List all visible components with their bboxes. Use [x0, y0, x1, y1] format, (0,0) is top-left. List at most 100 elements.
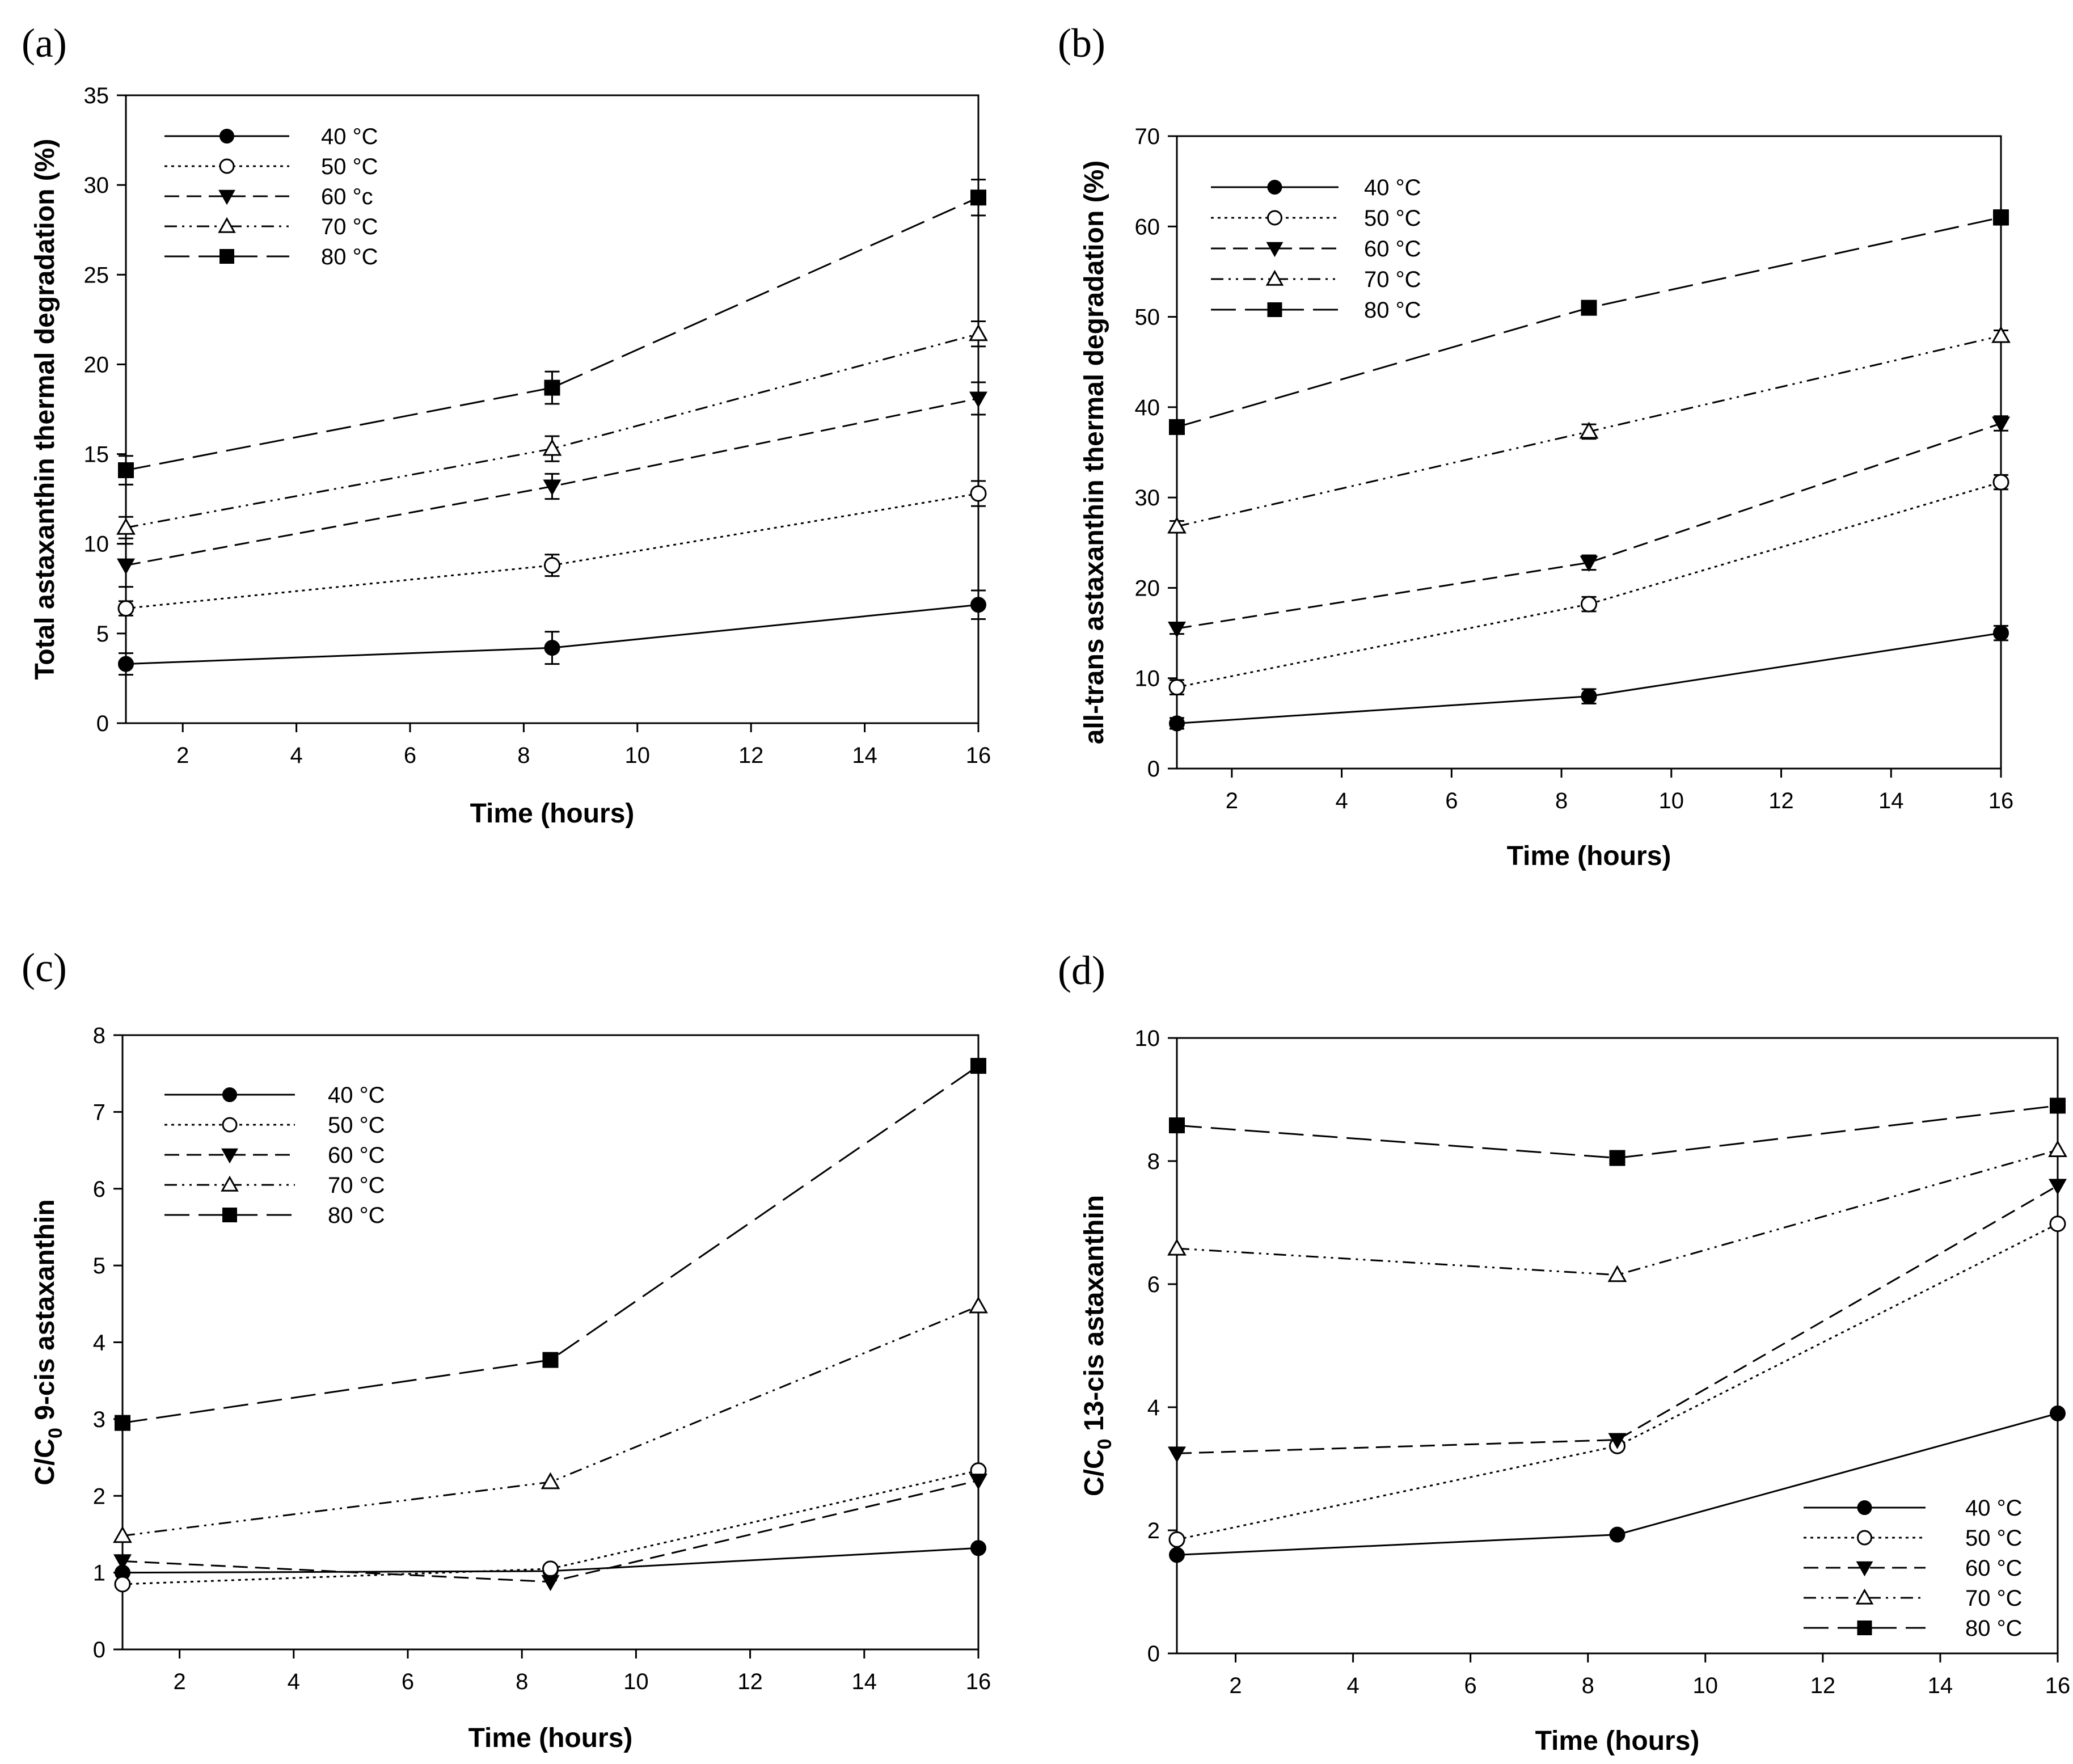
- y-axis-title-main: C/C: [30, 1438, 60, 1486]
- series-line: [122, 1305, 979, 1537]
- data-point: [542, 1560, 559, 1577]
- data-point: [1169, 1547, 1185, 1563]
- y-axis-title-main: all-trans astaxanthin thermal degradatio…: [1079, 161, 1109, 745]
- x-axis-title: Time (hours): [470, 799, 635, 829]
- data-point: [2050, 1098, 2066, 1114]
- y-tick-label: 4: [93, 1331, 105, 1356]
- data-point: [114, 1576, 131, 1593]
- data-point: [541, 1472, 560, 1489]
- legend-label: 60 °C: [1965, 1556, 2023, 1581]
- y-axis-title: all-trans astaxanthin thermal degradatio…: [1079, 161, 1109, 745]
- series-70c: [1167, 1140, 2067, 1282]
- x-tick-label: 10: [623, 1669, 649, 1694]
- panel-label: (d): [1058, 948, 1105, 993]
- y-tick-label: 2: [1147, 1518, 1160, 1543]
- legend-label: 70 °C: [321, 214, 378, 239]
- data-point: [2048, 1179, 2067, 1195]
- x-tick-label: 8: [1555, 788, 1568, 813]
- x-tick-label: 12: [737, 1669, 763, 1694]
- x-tick-label: 14: [1878, 788, 1904, 813]
- x-tick-label: 6: [404, 743, 416, 768]
- data-point: [1609, 1150, 1626, 1166]
- y-axis-title-main: C/C: [1079, 1449, 1109, 1496]
- y-axis-title-main: Total astaxanthin thermal degradation (%…: [30, 139, 60, 680]
- y-tick-label: 10: [1135, 1026, 1160, 1051]
- x-tick-label: 12: [1768, 788, 1794, 813]
- series-line: [1176, 481, 2002, 689]
- series-70c: [113, 1296, 988, 1543]
- legend-marker: [1267, 302, 1282, 317]
- y-tick-label: 70: [1135, 124, 1160, 149]
- series-line: [1176, 1104, 2058, 1159]
- x-tick-label: 8: [516, 1669, 528, 1694]
- y-tick-label: 5: [96, 622, 109, 647]
- y-axis-title-rest: 9-cis astaxanthin: [30, 1199, 60, 1428]
- y-axis-title: Total astaxanthin thermal degradation (%…: [30, 139, 60, 680]
- legend-label: 80 °C: [328, 1203, 385, 1228]
- x-tick-label: 2: [176, 743, 189, 768]
- legend-label: 50 °C: [1364, 206, 1421, 231]
- x-tick-label: 16: [966, 1669, 991, 1694]
- series-50c: [117, 480, 987, 617]
- x-tick-label: 2: [173, 1669, 185, 1694]
- data-point: [544, 379, 560, 396]
- data-point: [1581, 596, 1597, 613]
- legend: 40 °C 50 °C 60 °C 70 °C 80 °C: [164, 1083, 385, 1228]
- x-tick-label: 16: [1988, 788, 2014, 813]
- plot-frame: [125, 94, 979, 724]
- series-40c: [118, 589, 986, 676]
- legend-marker: [222, 1208, 237, 1222]
- legend-label: 60 °C: [1364, 237, 1421, 261]
- legend-marker: [219, 249, 234, 264]
- series-40c: [1169, 1405, 2066, 1563]
- legend-label: 50 °C: [328, 1113, 385, 1138]
- y-tick-label: 60: [1135, 214, 1160, 239]
- data-point: [2048, 1140, 2067, 1158]
- x-axis-title: Time (hours): [1507, 841, 1671, 871]
- data-point: [117, 600, 134, 617]
- data-point: [542, 438, 562, 456]
- legend-label: 60 °c: [321, 184, 373, 209]
- series-line: [122, 1065, 979, 1424]
- data-point: [1991, 416, 2011, 433]
- data-point: [969, 391, 988, 408]
- x-tick-label: 4: [1346, 1673, 1359, 1698]
- y-tick-label: 35: [84, 83, 109, 108]
- data-point: [1991, 326, 2011, 343]
- data-point: [116, 517, 136, 535]
- legend-label: 50 °C: [321, 154, 378, 179]
- data-point: [969, 1474, 988, 1490]
- y-tick-label: 5: [93, 1254, 105, 1278]
- data-point: [969, 1296, 988, 1314]
- data-point: [1581, 299, 1597, 316]
- data-point: [544, 640, 560, 656]
- y-tick-label: 10: [84, 532, 109, 557]
- y-tick-label: 4: [1147, 1395, 1160, 1420]
- series-line: [1176, 1185, 2058, 1454]
- y-axis-title: C/C0 13-cis astaxanthin: [1079, 1195, 1116, 1496]
- plot-frame: [121, 1034, 979, 1651]
- data-point: [2050, 1405, 2066, 1421]
- data-point: [1167, 1446, 1187, 1463]
- data-point: [1993, 209, 2009, 226]
- data-point: [1609, 1526, 1626, 1543]
- data-point: [1169, 419, 1185, 435]
- y-tick-label: 6: [1147, 1272, 1160, 1297]
- legend-marker: [1265, 269, 1284, 286]
- x-tick-label: 12: [738, 743, 764, 768]
- legend-marker: [221, 1148, 238, 1164]
- series-60c: [113, 1474, 988, 1592]
- data-point: [1167, 516, 1187, 534]
- data-point: [118, 462, 134, 479]
- plot-frame: [1176, 135, 2002, 770]
- legend-label: 70 °C: [1965, 1586, 2023, 1611]
- y-tick-label: 30: [1135, 486, 1160, 510]
- series-80c: [1169, 1098, 2066, 1166]
- legend-label: 80 °C: [1364, 298, 1421, 323]
- plot-frame: [1176, 1037, 2059, 1655]
- data-point: [2049, 1216, 2066, 1233]
- x-axis-title: Time (hours): [1535, 1726, 1700, 1756]
- data-point: [970, 485, 987, 502]
- data-point: [1580, 555, 1598, 572]
